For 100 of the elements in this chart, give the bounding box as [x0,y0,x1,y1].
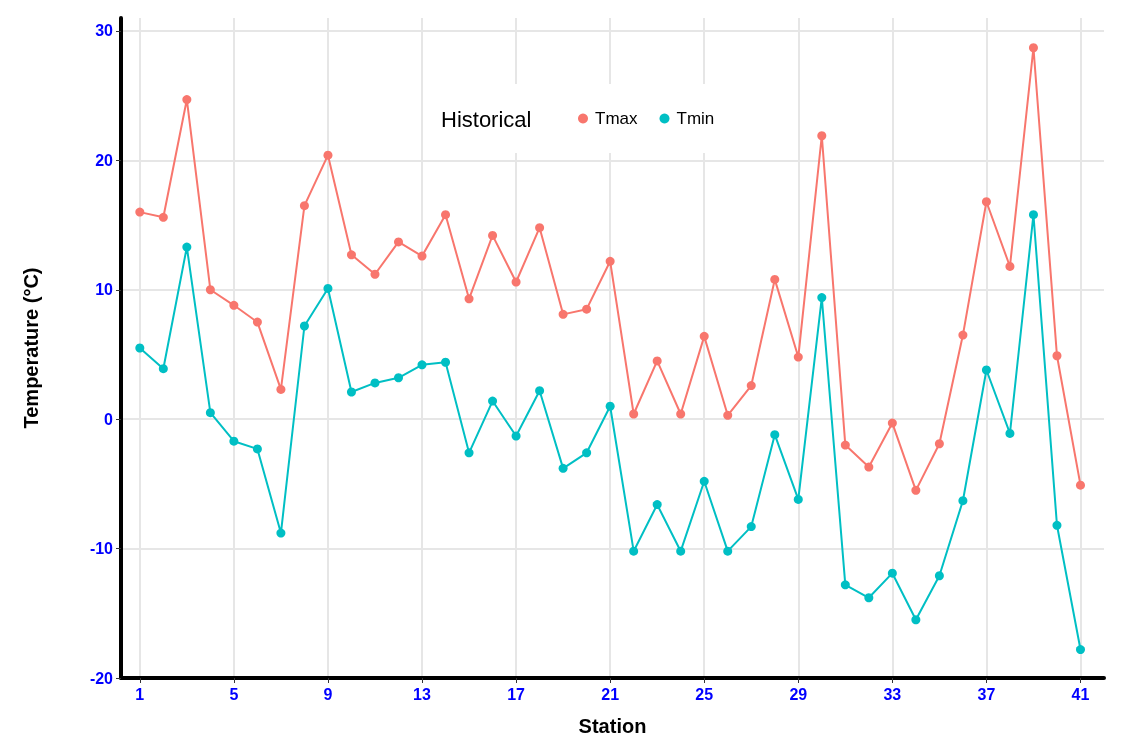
point [629,409,639,419]
point [535,223,545,233]
point [299,321,309,331]
point [887,418,897,428]
point [158,364,168,374]
point [346,387,356,397]
point [394,237,403,247]
point [535,386,545,396]
point [417,360,427,370]
y-tick-label: 10 [95,281,114,299]
point [205,285,215,295]
point [417,251,427,261]
point [770,430,780,440]
point [793,352,803,362]
point [299,201,309,211]
point [699,476,709,486]
point [229,436,239,446]
point [840,440,850,450]
y-tick-label: 0 [104,410,114,428]
point [346,250,356,260]
x-tick-label: 9 [323,685,333,703]
point [511,277,521,287]
x-tick-label: 5 [229,685,239,703]
point [676,546,686,556]
y-tick-label: -20 [89,669,114,687]
point [1005,261,1015,271]
point [770,274,780,284]
point [746,522,756,532]
x-tick-label: 1 [135,685,145,703]
point [511,431,521,441]
x-tick-label: 37 [977,685,996,703]
point [276,528,286,538]
point [558,309,568,319]
point [652,500,662,510]
point [723,546,733,556]
point [182,95,192,105]
point [464,448,474,458]
point [1028,210,1038,220]
point [158,212,168,222]
point [582,304,592,314]
x-axis-title: Station [578,715,647,737]
point [605,401,615,411]
point [605,256,615,266]
legend-label: Tmax [595,109,638,128]
legend-title: Historical [441,106,532,132]
point [1005,428,1015,438]
point [958,496,968,506]
point [746,381,756,391]
point [1075,480,1085,490]
point [441,357,451,367]
point [252,444,262,454]
point [840,580,850,590]
x-tick-label: 41 [1071,685,1090,703]
point [1075,645,1085,655]
x-tick-label: 17 [507,685,526,703]
point [205,408,215,418]
point [582,448,592,458]
point [887,568,897,578]
point [699,331,709,341]
point [252,317,262,327]
x-tick-label: 33 [883,685,902,703]
y-tick-label: 30 [95,22,114,40]
point [981,365,991,375]
point [817,293,827,303]
point [229,300,239,310]
point [1052,351,1062,361]
point [394,373,403,383]
point [817,131,827,141]
point [464,294,474,304]
legend-label: Tmin [676,109,715,128]
point [488,396,498,406]
point [323,150,333,160]
point [934,571,944,581]
point [652,356,662,366]
point [558,463,568,473]
x-tick-label: 25 [695,685,714,703]
point [981,197,991,207]
point [934,439,944,449]
point [323,283,333,293]
y-tick-label: -10 [89,540,114,558]
point [864,462,874,472]
point [723,410,733,420]
point [958,330,968,340]
point [370,269,380,279]
point [1028,43,1038,53]
point [1052,520,1062,530]
y-axis-title: Temperature (°C) [20,267,42,429]
point [864,593,874,603]
x-tick-label: 13 [413,685,432,703]
point [370,378,380,388]
point [911,485,921,495]
x-tick-label: 21 [601,685,620,703]
point [629,546,639,556]
x-tick-label: 29 [789,685,808,703]
point [911,615,921,625]
point [488,230,498,240]
point [793,494,803,504]
point [135,343,145,353]
point [276,384,286,394]
point [441,210,451,220]
